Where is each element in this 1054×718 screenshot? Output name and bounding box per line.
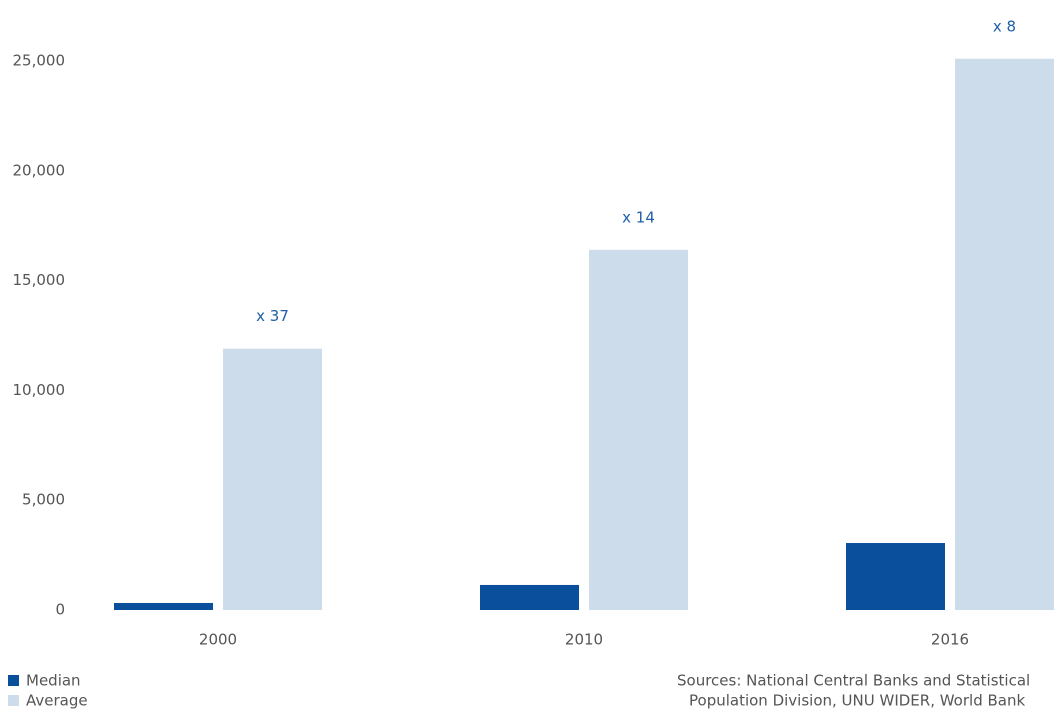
y-tick-label: 5,000	[22, 491, 65, 509]
legend-label: Average	[26, 692, 88, 710]
x-tick-label: 2000	[199, 631, 237, 649]
annotation: x 37	[256, 307, 289, 325]
bar	[114, 602, 213, 610]
y-tick-label: 15,000	[13, 271, 66, 289]
legend-swatch	[8, 675, 19, 686]
y-tick-label: 25,000	[13, 52, 66, 70]
source-note: Sources: National Central Banks and Stat…	[677, 672, 1030, 690]
bar	[589, 249, 688, 610]
legend-label: Median	[26, 672, 81, 690]
x-tick-label: 2016	[931, 631, 969, 649]
bar	[480, 584, 579, 610]
y-tick-label: 0	[55, 601, 65, 619]
bar	[846, 543, 945, 610]
y-tick-label: 10,000	[13, 381, 66, 399]
y-tick-label: 20,000	[13, 161, 66, 179]
source-note: Population Division, UNU WIDER, World Ba…	[689, 692, 1025, 710]
x-tick-label: 2010	[565, 631, 603, 649]
bar	[955, 58, 1054, 610]
annotation: x 14	[622, 208, 655, 226]
legend-swatch	[8, 695, 19, 706]
bar	[223, 348, 322, 610]
annotation: x 8	[993, 17, 1016, 35]
